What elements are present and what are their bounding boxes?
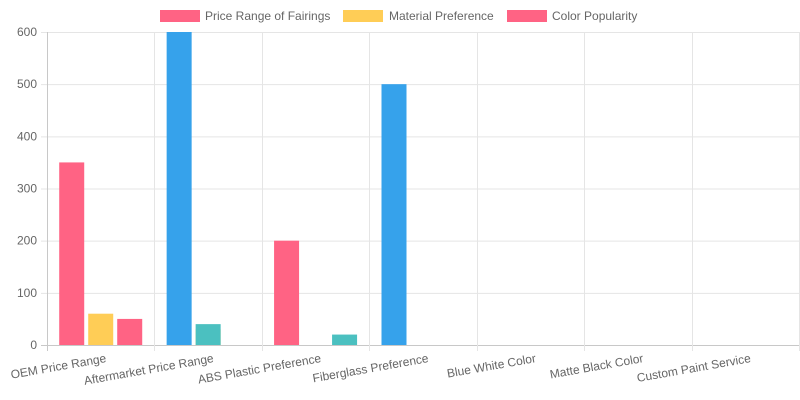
y-tick-label: 100	[17, 286, 37, 300]
y-tick-label: 400	[17, 129, 37, 143]
bar	[88, 313, 114, 345]
y-axis: 0 100 200 300 400 500 600	[17, 25, 37, 352]
x-tick-label: Matte Black Color	[549, 351, 645, 381]
bar	[332, 334, 358, 345]
chart-grid	[41, 32, 800, 351]
legend-item[interactable]: Color Popularity	[507, 9, 637, 23]
y-tick-label: 600	[17, 25, 37, 39]
legend-label: Material Preference	[389, 9, 494, 23]
legend-item[interactable]: Price Range of Fairings	[160, 9, 330, 23]
bar	[381, 84, 407, 346]
bar	[117, 318, 143, 345]
legend-swatch	[343, 10, 383, 22]
bar	[166, 32, 192, 345]
legend-item[interactable]: Material Preference	[343, 9, 494, 23]
x-tick-label: Custom Paint Service	[636, 351, 752, 385]
x-tick-label: ABS Plastic Preference	[197, 351, 323, 387]
x-tick-label: Blue White Color	[446, 351, 537, 380]
bar	[195, 324, 221, 345]
y-tick-label: 500	[17, 77, 37, 91]
x-tick-label: Fiberglass Preference	[311, 351, 429, 385]
bar	[274, 240, 300, 345]
bar	[59, 162, 85, 345]
chart-legend: Price Range of Fairings Material Preferen…	[160, 9, 637, 23]
y-tick-label: 0	[30, 338, 37, 352]
legend-label: Price Range of Fairings	[205, 9, 330, 23]
legend-swatch	[507, 10, 547, 22]
legend-swatch	[160, 10, 200, 22]
legend-label: Color Popularity	[552, 9, 637, 23]
y-tick-label: 300	[17, 182, 37, 196]
y-tick-label: 200	[17, 234, 37, 248]
chart-bars	[59, 32, 407, 346]
